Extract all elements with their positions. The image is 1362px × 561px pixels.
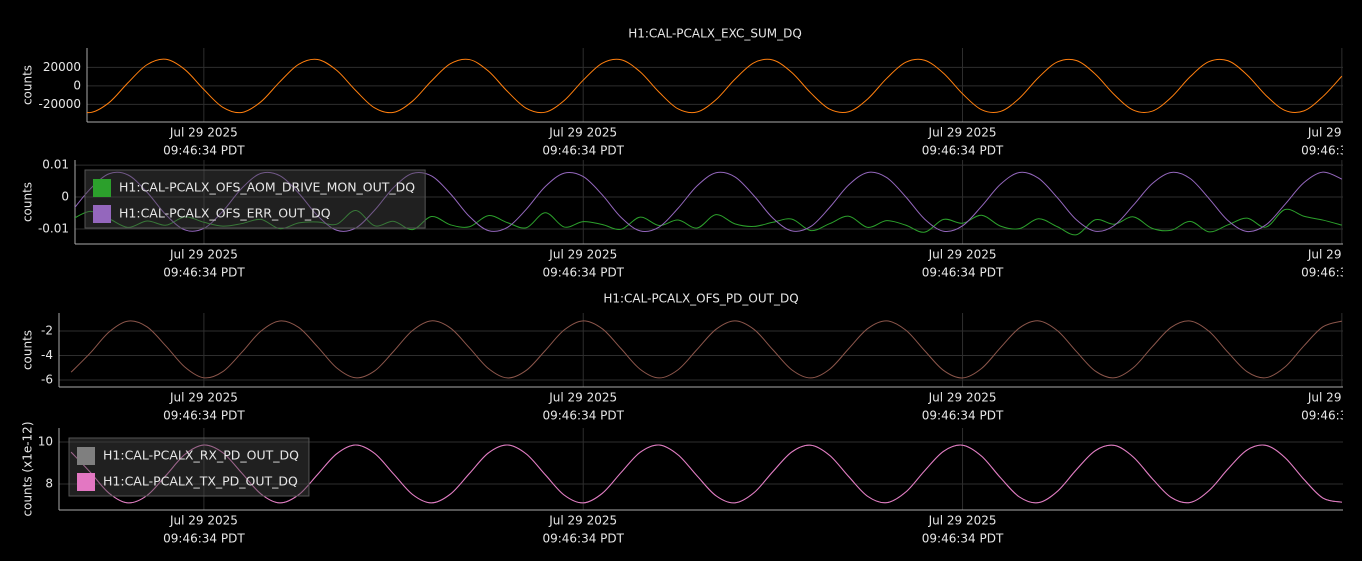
plot-area	[75, 171, 1343, 236]
x-tick-label: 09:46:34 PDT	[1301, 409, 1362, 423]
x-tick-label: 09:46:34 PDT	[163, 532, 245, 546]
y-tick-label: 20000	[43, 60, 81, 74]
x-tick-label: Jul 29 2025	[169, 514, 238, 528]
x-tick-label: Jul 29 2025	[169, 126, 238, 140]
x-tick-label: 09:46:34 PDT	[163, 409, 245, 423]
series-line	[87, 58, 1343, 114]
y-tick-label: -2	[41, 324, 53, 338]
legend-box	[84, 169, 426, 229]
series-line	[70, 320, 1343, 379]
y-tick-label: 10	[38, 435, 53, 449]
x-tick-label: Jul 29 2025	[1307, 391, 1362, 405]
x-tick-label: Jul 29 2025	[928, 391, 997, 405]
x-tick-labels: Jul 29 2025 09:46:34 PDT Jul 29 2025 09:46:…	[163, 248, 1362, 280]
legend-label: H1:CAL-PCALX_TX_PD_OUT_DQ	[103, 474, 298, 489]
x-tick-label: Jul 29 2025	[928, 248, 997, 262]
series-line	[75, 171, 1343, 233]
legend-box	[68, 437, 310, 497]
x-tick-label: Jul 29 2025	[1307, 248, 1362, 262]
x-tick-label: 09:46:34 PDT	[163, 144, 245, 158]
legend-swatch	[93, 179, 111, 197]
x-tick-label: Jul 29 2025	[928, 514, 997, 528]
x-tick-label: 09:46:34 PDT	[542, 532, 624, 546]
x-tick-label: Jul 29 2025	[548, 514, 617, 528]
legend-swatch	[93, 205, 111, 223]
x-tick-label: Jul 29 2025	[169, 248, 238, 262]
legend-label: H1:CAL-PCALX_OFS_ERR_OUT_DQ	[119, 206, 331, 221]
legend-swatch	[77, 473, 95, 491]
chart-title: H1:CAL-PCALX_OFS_PD_OUT_DQ	[603, 292, 798, 306]
x-tick-label: 09:46:34 PDT	[163, 266, 245, 280]
y-tick-label: -4	[41, 348, 53, 362]
series-line	[70, 444, 1342, 504]
y-tick-label: -0.01	[38, 221, 69, 235]
x-tick-label: 09:46:34 PDT	[922, 532, 1004, 546]
plot-area	[70, 444, 1342, 504]
x-tick-labels: Jul 29 2025 09:46:34 PDT Jul 29 2025 09:46:…	[163, 391, 1362, 423]
x-tick-labels: Jul 29 2025 09:46:34 PDT Jul 29 2025 09:46:…	[163, 514, 1004, 546]
series-line	[75, 208, 1342, 236]
x-tick-label: Jul 29 2025	[169, 391, 238, 405]
chart-title: H1:CAL-PCALX_EXC_SUM_DQ	[628, 27, 802, 41]
x-tick-label: 09:46:34 PDT	[542, 409, 624, 423]
x-tick-label: Jul 29 2025	[928, 126, 997, 140]
y-tick-label: 0	[73, 78, 81, 92]
x-tick-label: 09:46:34 PDT	[543, 266, 625, 280]
y-axis-label: counts (x1e-12)	[21, 421, 35, 516]
plot-area	[70, 320, 1343, 379]
legend-label: H1:CAL-PCALX_OFS_AOM_DRIVE_MON_OUT_DQ	[119, 180, 415, 195]
x-tick-label: 09:46:34 PDT	[1301, 144, 1362, 158]
legend-label: H1:CAL-PCALX_RX_PD_OUT_DQ	[103, 448, 299, 463]
x-tick-label: 09:46:34 PDT	[1301, 266, 1362, 280]
chart-panel: counts (x1e-12) 10 8 Jul 29 2025 09:46:34 PD…	[21, 421, 1343, 546]
y-tick-label: -20000	[38, 97, 81, 111]
y-axis-label: counts	[21, 182, 35, 222]
y-tick-label: 8	[45, 476, 53, 490]
y-tick-label: 0	[61, 190, 69, 204]
y-tick-label: 0.01	[42, 158, 69, 172]
x-tick-labels: Jul 29 2025 09:46:34 PDT Jul 29 2025 09:46:…	[163, 126, 1362, 158]
y-axis-label: counts	[21, 65, 35, 105]
y-axis-label: counts	[21, 330, 35, 370]
x-tick-label: 09:46:34 PDT	[922, 409, 1004, 423]
x-tick-label: Jul 29 2025	[548, 391, 617, 405]
x-tick-label: 09:46:34 PDT	[922, 144, 1004, 158]
x-tick-label: Jul 29 2025	[548, 248, 617, 262]
x-tick-label: Jul 29 2025	[548, 126, 617, 140]
x-tick-label: Jul 29 2025	[1307, 126, 1362, 140]
x-tick-label: 09:46:34 PDT	[542, 144, 624, 158]
legend: H1:CAL-PCALX_RX_PD_OUT_DQ H1:CAL-PCALX_TX…	[68, 437, 310, 497]
y-tick-label: -6	[41, 373, 53, 387]
legend-swatch	[77, 447, 95, 465]
legend: H1:CAL-PCALX_OFS_AOM_DRIVE_MON_OUT_DQ H1:…	[84, 169, 426, 229]
plot-area	[87, 58, 1343, 114]
x-tick-label: 09:46:34 PDT	[922, 266, 1004, 280]
